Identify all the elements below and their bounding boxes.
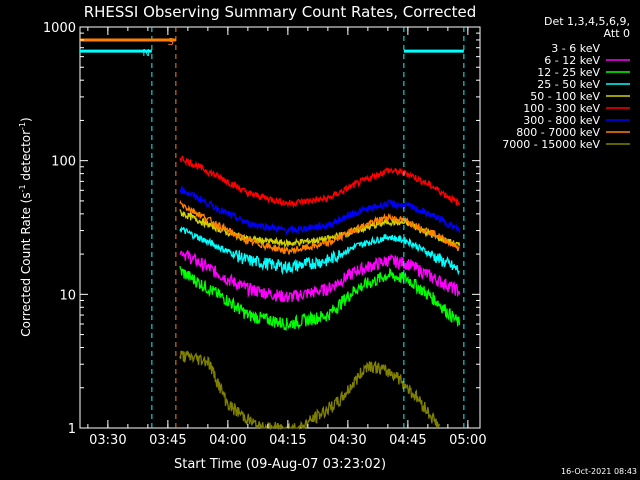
x-tick-label: 04:45 [389, 433, 426, 448]
x-tick-label: 05:00 [449, 433, 486, 448]
legend-entry-label: 25 - 50 keV [537, 78, 600, 91]
series-line [179, 350, 441, 431]
y-axis-label: Corrected Count Rate (s-1 detector-1) [18, 117, 33, 336]
legend-entry-label: 12 - 25 keV [537, 66, 600, 79]
series-line [179, 265, 461, 331]
x-tick-label: 03:45 [149, 433, 186, 448]
y-tick-label: 1 [68, 422, 76, 437]
series-line [179, 199, 460, 255]
legend-header: Det 1,3,4,5,6,9, [544, 15, 630, 28]
tick-layer: 1 10 100 1000 03:30 03:45 04:00 04:15 04:30 04:45… [43, 21, 487, 448]
legend-header: Att 0 [604, 27, 630, 40]
footer-timestamp: 16-Oct-2021 08:43 [561, 467, 637, 476]
y-tick-label: 10 [59, 288, 76, 303]
legend-entry-label: 100 - 300 keV [523, 102, 600, 115]
y-tick-label: 100 [51, 155, 76, 170]
chart-title: RHESSI Observing Summary Count Rates, Co… [84, 3, 477, 21]
legend-entry-label: 300 - 800 keV [523, 114, 600, 127]
y-tick-label: 1000 [43, 21, 76, 36]
series-line [179, 155, 461, 209]
legend-entry-label: 50 - 100 keV [530, 90, 600, 103]
legend-entry-label: 800 - 7000 keV [516, 126, 600, 139]
legend-entry-label: 7000 - 15000 keV [502, 138, 600, 151]
series-layer [179, 155, 461, 431]
x-tick-label: 03:30 [89, 433, 126, 448]
legend-entry-label: 3 - 6 keV [551, 42, 600, 55]
flag-layer: SN [80, 27, 465, 428]
legend-entry-label: 6 - 12 keV [544, 54, 600, 67]
flag-label: S [168, 37, 174, 48]
series-line [179, 225, 460, 276]
x-tick-label: 04:30 [329, 433, 366, 448]
series-line [179, 250, 461, 303]
series-line [179, 186, 461, 236]
x-axis-label: Start Time (09-Aug-07 03:23:02) [174, 457, 386, 472]
x-tick-label: 04:00 [209, 433, 246, 448]
series-line [179, 277, 461, 361]
x-tick-label: 04:15 [269, 433, 306, 448]
flag-label: N [142, 48, 149, 59]
